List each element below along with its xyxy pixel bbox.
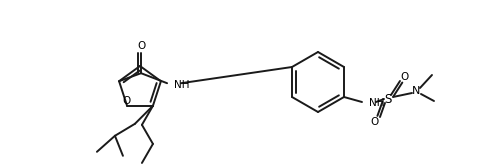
Text: O: O — [122, 96, 130, 106]
Text: NH: NH — [369, 98, 384, 108]
Text: S: S — [384, 92, 392, 106]
Text: N: N — [412, 86, 420, 96]
Text: O: O — [137, 41, 145, 51]
Text: O: O — [371, 117, 379, 127]
Text: O: O — [401, 72, 409, 82]
Text: NH: NH — [174, 80, 190, 90]
